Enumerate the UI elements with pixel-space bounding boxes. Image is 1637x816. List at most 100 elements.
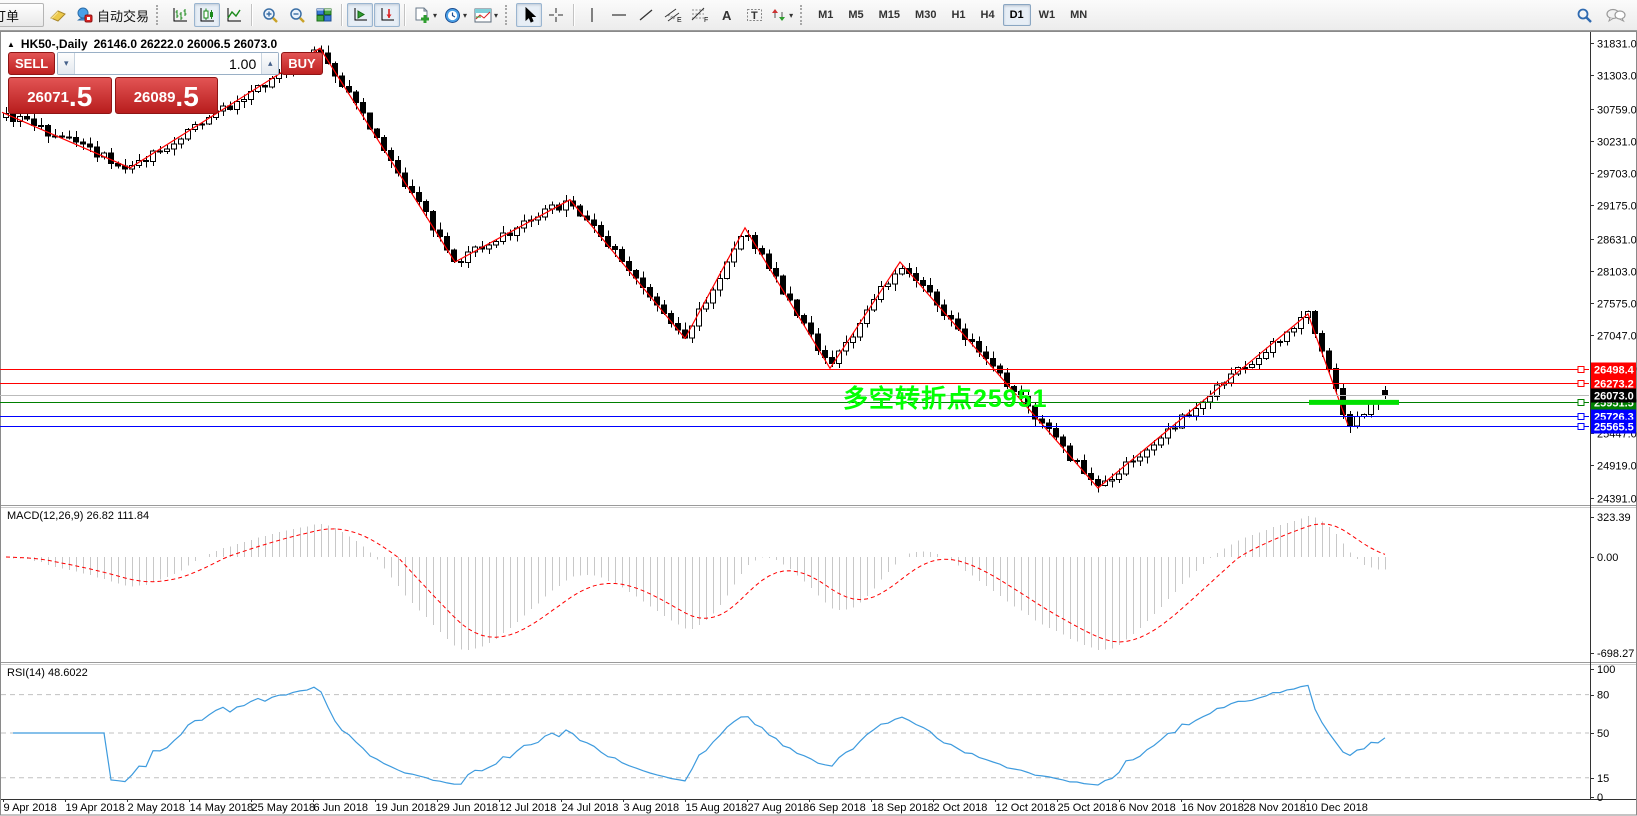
horizontal-line-button[interactable] bbox=[606, 3, 632, 27]
chart-frame bbox=[0, 31, 1637, 816]
svg-text:6 Nov 2018: 6 Nov 2018 bbox=[1120, 802, 1176, 814]
bar-chart-button[interactable] bbox=[167, 3, 193, 27]
chart-shift-button[interactable] bbox=[374, 3, 401, 27]
periods-button[interactable]: ▾ bbox=[441, 3, 470, 27]
timeframe-h1-button[interactable]: H1 bbox=[944, 4, 972, 26]
horizontal-line-icon bbox=[612, 14, 627, 16]
new-order-button[interactable]: 订单 bbox=[0, 3, 44, 27]
svg-text:29703.0: 29703.0 bbox=[1597, 169, 1637, 181]
svg-text:24391.0: 24391.0 bbox=[1597, 494, 1637, 506]
svg-text:E: E bbox=[677, 17, 682, 23]
fibonacci-icon: F bbox=[691, 7, 708, 23]
timeframe-m5-button[interactable]: M5 bbox=[841, 4, 870, 26]
buy-price-button[interactable]: 26089.5 bbox=[114, 77, 218, 114]
rsi-axis: 100 80 50 15 0 bbox=[1590, 664, 1615, 804]
hline-handle[interactable] bbox=[1577, 413, 1585, 420]
svg-text:T: T bbox=[751, 10, 758, 22]
svg-text:19 Apr 2018: 19 Apr 2018 bbox=[66, 802, 125, 814]
timeframe-h4-button[interactable]: H4 bbox=[974, 4, 1002, 26]
svg-text:28103.0: 28103.0 bbox=[1597, 267, 1637, 279]
svg-text:25 May 2018: 25 May 2018 bbox=[252, 802, 316, 814]
arrows-button[interactable]: ▾ bbox=[768, 3, 796, 27]
dropdown-arrow-icon: ▾ bbox=[494, 10, 499, 20]
text-a-icon: A bbox=[722, 8, 732, 23]
zoom-in-icon bbox=[262, 7, 278, 23]
bar-chart-icon bbox=[173, 8, 188, 22]
market-watch-button[interactable] bbox=[45, 3, 71, 27]
macd-indicator-label: MACD(12,26,9) 26.82 111.84 bbox=[7, 510, 150, 522]
candles[interactable] bbox=[3, 45, 1388, 493]
toolbar-separator bbox=[573, 4, 576, 26]
timeframe-m30-button[interactable]: M30 bbox=[908, 4, 943, 26]
zoom-out-button[interactable] bbox=[284, 3, 310, 27]
indicators-button[interactable]: ▾ bbox=[410, 3, 440, 27]
templates-button[interactable]: ▾ bbox=[471, 3, 501, 27]
svg-text:323.39: 323.39 bbox=[1597, 512, 1631, 524]
svg-text:50: 50 bbox=[1597, 728, 1609, 740]
auto-scroll-button[interactable] bbox=[347, 3, 374, 27]
svg-text:15: 15 bbox=[1597, 773, 1609, 785]
candlestick-chart-button[interactable] bbox=[194, 3, 221, 27]
svg-text:30759.0: 30759.0 bbox=[1597, 105, 1637, 117]
hline-handle[interactable] bbox=[1577, 423, 1585, 430]
sell-button[interactable]: SELL bbox=[8, 52, 56, 75]
chart-text-annotation[interactable]: 多空转折点25951 bbox=[843, 385, 1048, 413]
crosshair-button[interactable] bbox=[543, 3, 569, 27]
svg-text:12 Jul 2018: 12 Jul 2018 bbox=[500, 802, 557, 814]
vertical-line-icon bbox=[591, 8, 593, 22]
line-chart-icon bbox=[227, 8, 242, 22]
trendline-button[interactable] bbox=[633, 3, 659, 27]
date-axis: 9 Apr 2018 19 Apr 2018 2 May 2018 14 May 20… bbox=[3, 799, 1368, 814]
svg-text:16 Nov 2018: 16 Nov 2018 bbox=[1182, 802, 1244, 814]
collapse-triangle-icon[interactable]: ▲ bbox=[7, 39, 15, 49]
search-icon bbox=[1577, 8, 1592, 23]
svg-text:80: 80 bbox=[1597, 690, 1609, 702]
zoom-in-button[interactable] bbox=[257, 3, 283, 27]
chart-shift-icon bbox=[381, 8, 395, 21]
text-label-icon: T bbox=[746, 9, 762, 22]
search-button[interactable] bbox=[1571, 3, 1597, 27]
timeframe-m1-button[interactable]: M1 bbox=[811, 4, 840, 26]
dropdown-arrow-icon: ▾ bbox=[789, 10, 794, 20]
gold-book-icon bbox=[50, 10, 66, 22]
fibonacci-button[interactable]: F bbox=[687, 3, 713, 27]
cursor-button[interactable] bbox=[516, 3, 543, 27]
text-label-button[interactable]: T bbox=[741, 3, 767, 27]
auto-trading-button[interactable]: 自动交易 bbox=[72, 3, 152, 27]
volume-stepper: ▾ ▴ bbox=[57, 52, 280, 75]
cursor-icon bbox=[525, 7, 536, 23]
symbol-period-label: HK50-,Daily bbox=[20, 37, 88, 51]
vertical-line-button[interactable] bbox=[579, 3, 605, 27]
chat-button[interactable] bbox=[1603, 3, 1629, 27]
timeframe-w1-button[interactable]: W1 bbox=[1032, 4, 1063, 26]
sell-price-button[interactable]: 26071.5 bbox=[8, 77, 112, 114]
line-chart-button[interactable] bbox=[221, 3, 247, 27]
timeframe-d1-button[interactable]: D1 bbox=[1002, 4, 1031, 26]
chart-header: ▲ HK50-,Daily 26146.0 26222.0 26006.5 26… bbox=[7, 37, 277, 51]
volume-increase-button[interactable]: ▴ bbox=[261, 53, 279, 74]
equidistant-channel-button[interactable]: E bbox=[660, 3, 686, 27]
chat-bubbles-icon bbox=[1606, 8, 1626, 23]
svg-text:100: 100 bbox=[1597, 664, 1615, 676]
volume-decrease-button[interactable]: ▾ bbox=[58, 53, 76, 74]
zoom-out-icon bbox=[289, 7, 305, 23]
timeframe-mn-button[interactable]: MN bbox=[1063, 4, 1094, 26]
text-button[interactable]: A bbox=[714, 3, 740, 27]
volume-input[interactable] bbox=[75, 53, 262, 74]
svg-text:25565.5: 25565.5 bbox=[1594, 422, 1634, 434]
hline-handle[interactable] bbox=[1577, 366, 1585, 373]
one-click-trading-panel: SELL ▾ ▴ BUY 26071.5 26089.5 bbox=[8, 52, 323, 114]
timeframe-m15-button[interactable]: M15 bbox=[872, 4, 907, 26]
hline-handle[interactable] bbox=[1577, 399, 1585, 406]
svg-text:29 Jun 2018: 29 Jun 2018 bbox=[438, 802, 499, 814]
buy-button[interactable]: BUY bbox=[281, 52, 323, 75]
hline-handle[interactable] bbox=[1577, 380, 1585, 387]
toolbar-separator bbox=[251, 4, 254, 26]
zigzag-line[interactable] bbox=[1, 47, 1349, 489]
tile-windows-button[interactable] bbox=[311, 3, 337, 27]
toolbar-grip[interactable] bbox=[800, 5, 807, 25]
toolbar-grip[interactable] bbox=[505, 5, 512, 25]
toolbar-grip[interactable] bbox=[156, 5, 163, 25]
macd-signal-line bbox=[5, 523, 1386, 643]
